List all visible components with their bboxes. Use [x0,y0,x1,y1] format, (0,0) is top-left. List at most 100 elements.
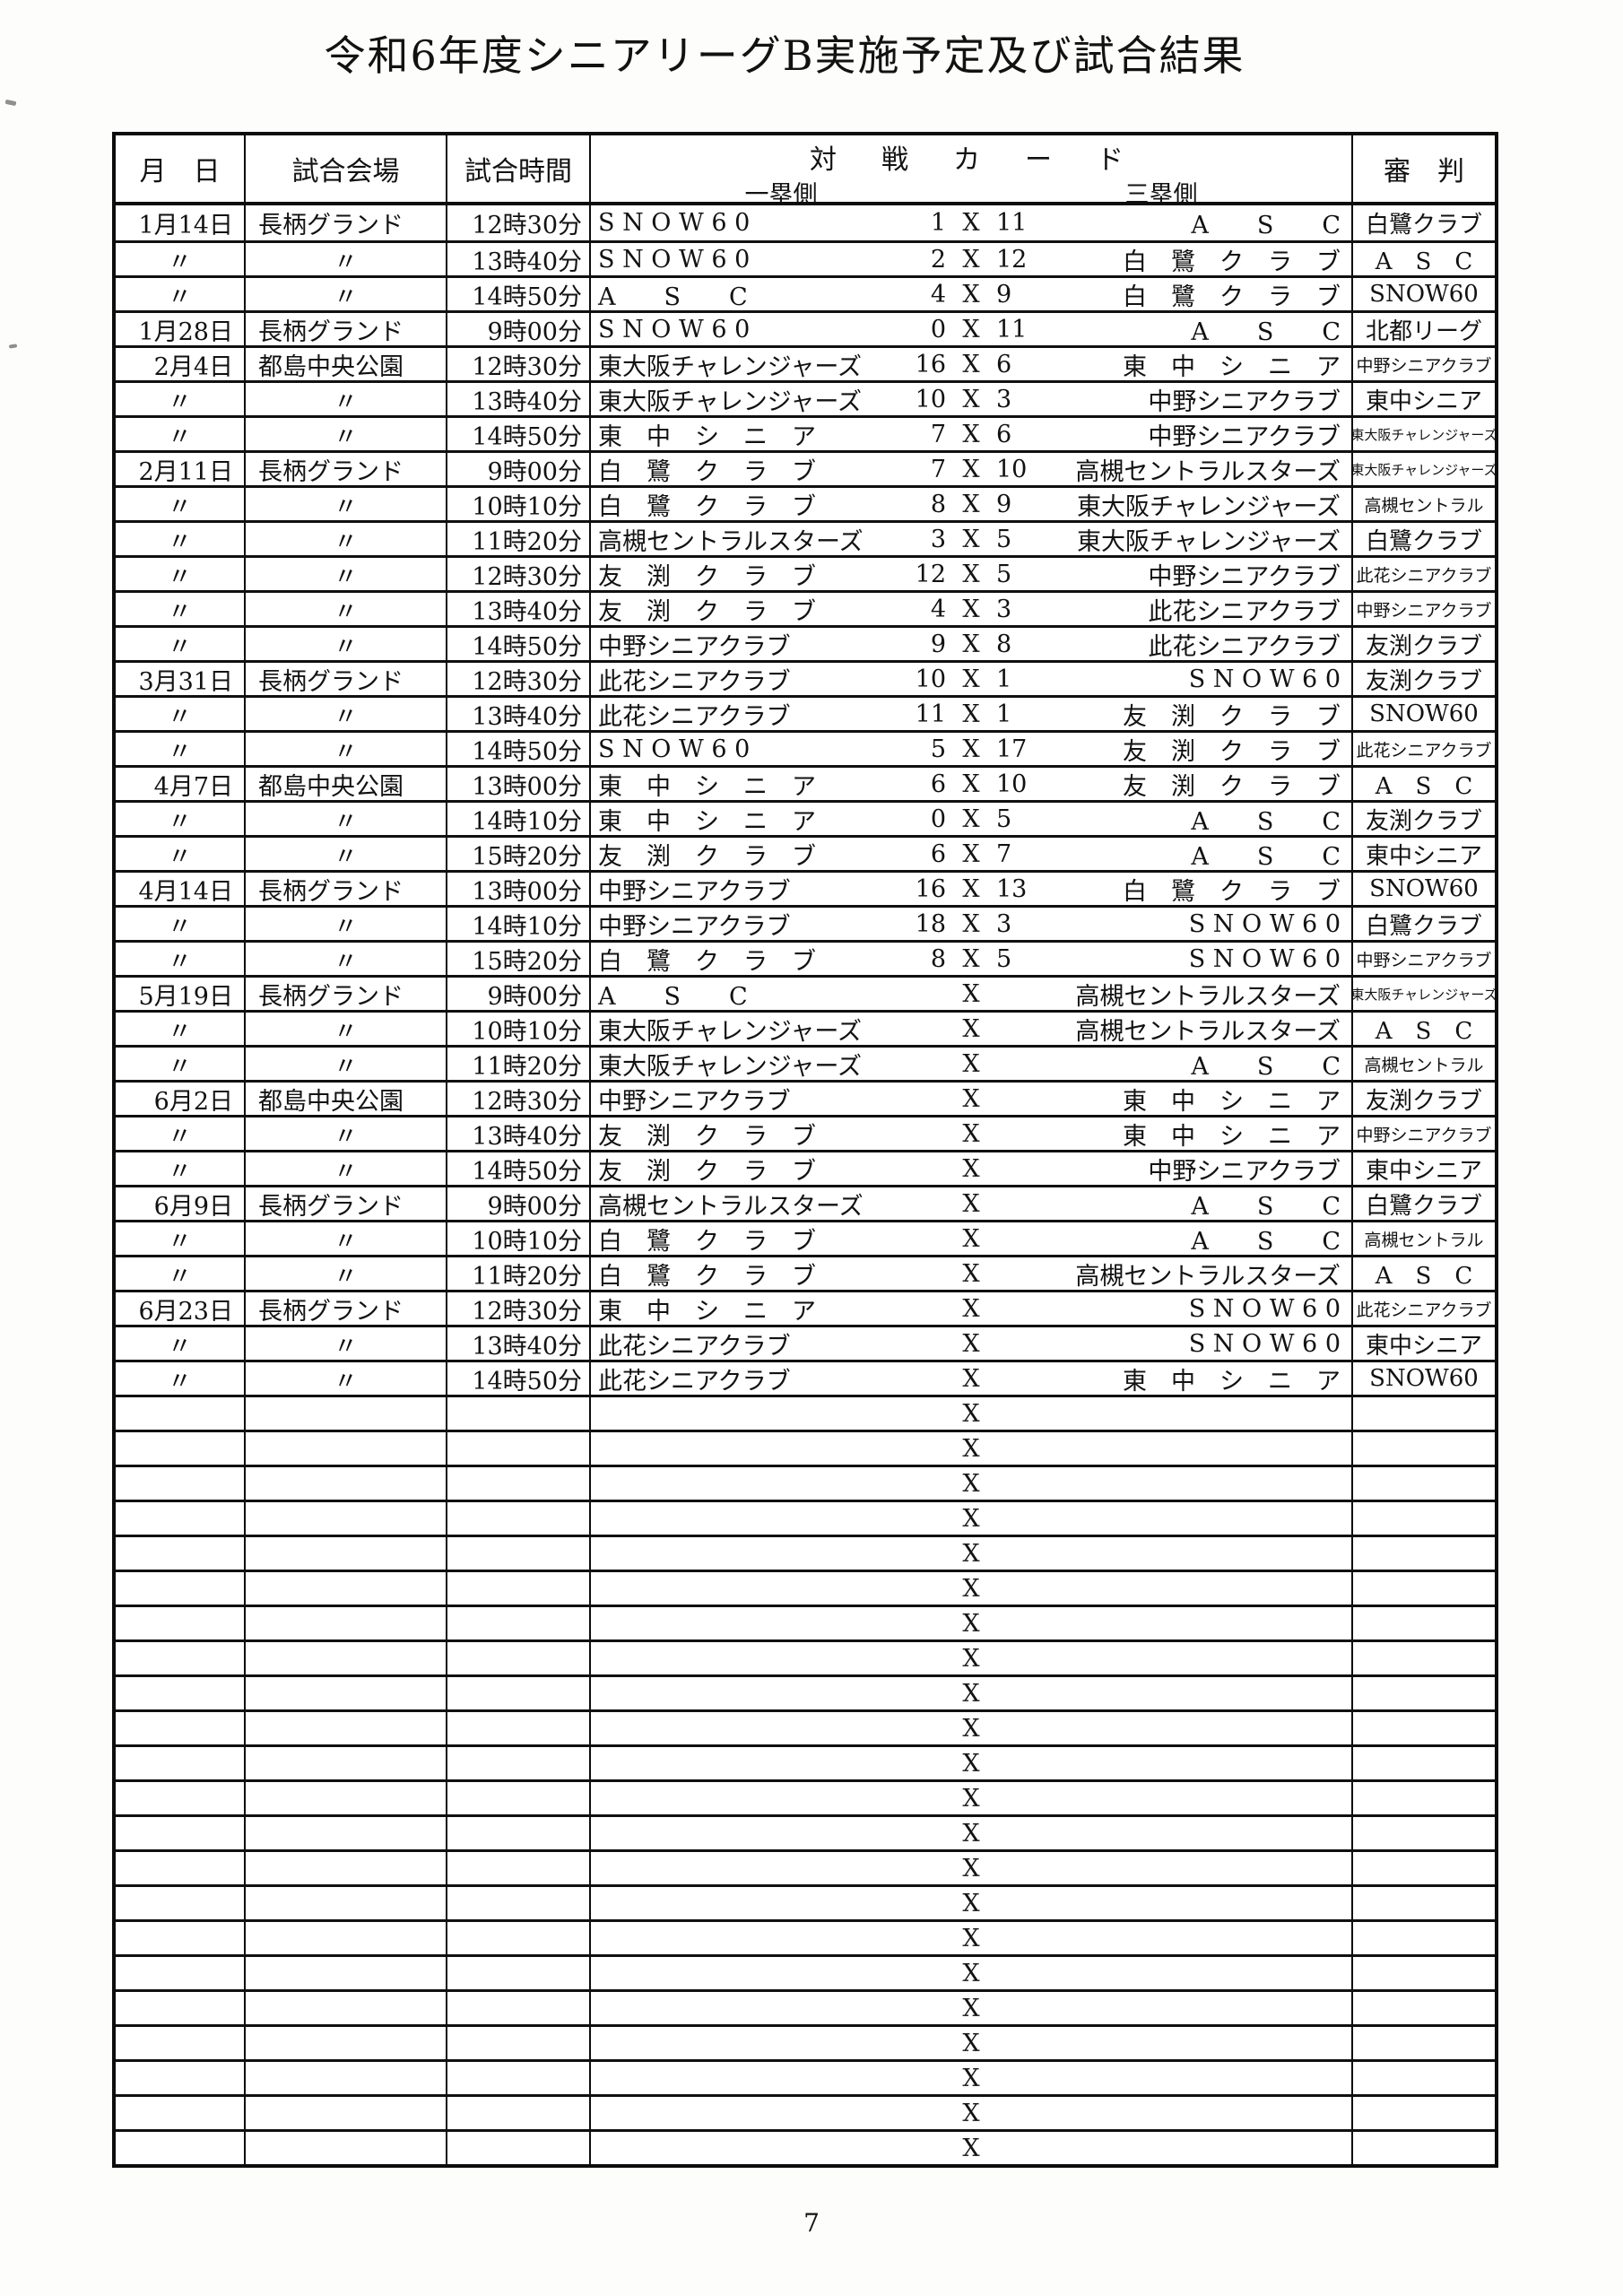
umpire-cell: 中野シニアクラブ [1356,600,1492,621]
versus-x-mark: X [962,2064,980,2092]
venue-cell: 〃 [246,243,447,275]
umpire-cell [1353,1992,1495,2024]
venue-cell: 長柄グランド [246,1292,447,1325]
score-first-base-cell: 18 [915,909,946,938]
umpire-cell [1353,1432,1495,1465]
umpire-cell [1353,1782,1495,1814]
venue-cell: 〃 [246,1118,447,1150]
table-row: 3月31日 長柄グランド 12時30分 此花シニアクラブ 10 X 1 S N O W 6 0… [116,660,1495,695]
umpire-cell: A S C [1375,248,1473,275]
score-third-base-cell: 6 [996,350,1012,378]
venue-cell: 〃 [246,278,447,310]
matchup-cell: 東 中 シ ニ ア 6 X 10 友 渕 ク ラ ブ [591,768,1353,800]
team-first-base-cell: A S C [598,283,748,311]
venue-cell: 長柄グランド [246,873,447,905]
date-cell: 6月9日 [116,1187,246,1220]
versus-x-mark: X [962,350,980,378]
score-first-base-cell: 8 [930,490,946,518]
scan-speck [4,99,17,107]
umpire-cell: 友渕クラブ [1365,632,1482,660]
table-row: 〃〃 14時10分 中野シニアクラブ 18 X 3 S N O W 6 0 白鷺クラブ [116,905,1495,940]
versus-x-mark: X [962,735,980,763]
team-third-base-cell: 東 中 シ ニ ア [1123,1367,1341,1396]
table-row: 6月23日 長柄グランド 12時30分東 中 シ ニ ア X S N O W 6 0 此花… [116,1290,1495,1325]
date-cell: 〃 [116,908,246,940]
date-cell: 3月31日 [116,663,246,695]
scan-speck [8,344,18,349]
score-first-base-cell: 9 [930,630,946,658]
score-first-base-cell: 7 [930,455,946,483]
versus-x-mark: X [962,1539,980,1568]
date-cell [116,1432,246,1465]
header-matchup-title: 対 戦 カ ー ド [810,144,1133,176]
versus-x-mark: X [962,1819,980,1848]
score-first-base-cell: 8 [930,944,946,973]
matchup-cell: 中野シニアクラブ X 東 中 シ ニ ア [591,1083,1353,1115]
date-cell [116,1817,246,1849]
umpire-cell: SNOW60 [1369,281,1479,308]
time-cell [447,1432,591,1465]
matchup-cell: S N O W 6 0 2 X 12 白 鷺 ク ラ ブ [591,243,1353,275]
umpire-cell: 高槻セントラル [1364,495,1484,516]
team-third-base-cell: 友 渕 ク ラ ブ [1123,737,1341,766]
team-first-base-cell: 中野シニアクラブ [598,877,791,906]
venue-cell: 〃 [246,838,447,870]
table-row: X [116,2024,1495,2059]
date-cell: 〃 [116,1048,246,1080]
score-third-base-cell: 9 [996,490,1012,518]
time-cell: 14時50分 [447,1362,591,1395]
versus-x-mark: X [962,1084,980,1113]
umpire-cell: 白鷺クラブ [1365,1192,1482,1220]
versus-x-mark: X [962,909,980,938]
table-row: 〃〃 14時50分 此花シニアクラブ X 東 中 シ ニ ア SNOW60 [116,1360,1495,1395]
table-row: 〃〃 13時40分 此花シニアクラブ X S N O W 6 0 東中シニア [116,1325,1495,1360]
team-third-base-cell: 東 中 シ ニ ア [1123,352,1341,381]
score-third-base-cell: 7 [996,839,1012,868]
venue-cell: 〃 [246,558,447,590]
venue-cell: 〃 [246,593,447,625]
venue-cell [246,2097,447,2129]
venue-cell: 〃 [246,418,447,450]
venue-cell [246,1677,447,1709]
matchup-cell: 東大阪チャレンジャーズ X 高槻セントラルスターズ [591,1013,1353,1045]
table-row: 〃〃 13時40分友 渕 ク ラ ブ 4 X 3 此花シニアクラブ 中野シニアクラブ [116,590,1495,625]
umpire-cell: 白鷺クラブ [1365,527,1482,555]
umpire-cell: 白鷺クラブ [1365,912,1482,940]
score-third-base-cell: 3 [996,385,1012,413]
time-cell: 12時30分 [447,1083,591,1115]
date-cell: 〃 [116,383,246,415]
time-cell [447,1642,591,1674]
matchup-cell: S N O W 6 0 1 X 11 A S C [591,205,1353,240]
team-first-base-cell: S N O W 6 0 [598,735,751,763]
matchup-cell: X [591,1432,1353,1465]
versus-x-mark: X [962,1049,980,1078]
versus-x-mark: X [962,1959,980,1987]
team-third-base-cell: 東 中 シ ニ ア [1123,1087,1341,1116]
time-cell [447,1467,591,1500]
matchup-cell: 中野シニアクラブ 9 X 8 此花シニアクラブ [591,628,1353,660]
score-third-base-cell: 5 [996,525,1012,553]
time-cell: 10時10分 [447,1222,591,1255]
table-row: X [116,1674,1495,1709]
umpire-cell [1353,1957,1495,1989]
date-cell [116,1502,246,1535]
score-third-base-cell: 10 [996,455,1028,483]
team-first-base-cell: 高槻セントラルスターズ [598,527,864,556]
team-first-base-cell: 中野シニアクラブ [598,912,791,941]
table-row: 〃〃 11時20分 東大阪チャレンジャーズ X A S C 高槻セントラル [116,1045,1495,1080]
team-first-base-cell: 此花シニアクラブ [598,1367,791,1396]
versus-x-mark: X [962,944,980,973]
table-row: X [116,1570,1495,1605]
time-cell: 13時40分 [447,593,591,625]
time-cell: 11時20分 [447,523,591,555]
time-cell: 10時10分 [447,488,591,520]
versus-x-mark: X [962,1889,980,1918]
versus-x-mark: X [962,874,980,903]
team-third-base-cell: A S C [1191,842,1341,871]
table-row: X [116,1605,1495,1639]
versus-x-mark: X [962,2029,980,2057]
table-row: X [116,1989,1495,2024]
